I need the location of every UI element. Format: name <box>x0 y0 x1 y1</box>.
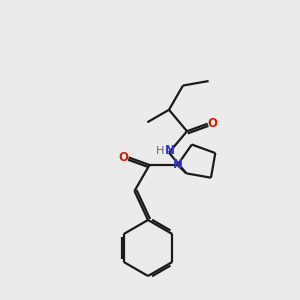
Text: O: O <box>119 151 129 164</box>
Text: N: N <box>172 158 182 170</box>
Text: O: O <box>208 117 218 130</box>
Text: H: H <box>156 146 164 156</box>
Text: N: N <box>165 144 175 157</box>
